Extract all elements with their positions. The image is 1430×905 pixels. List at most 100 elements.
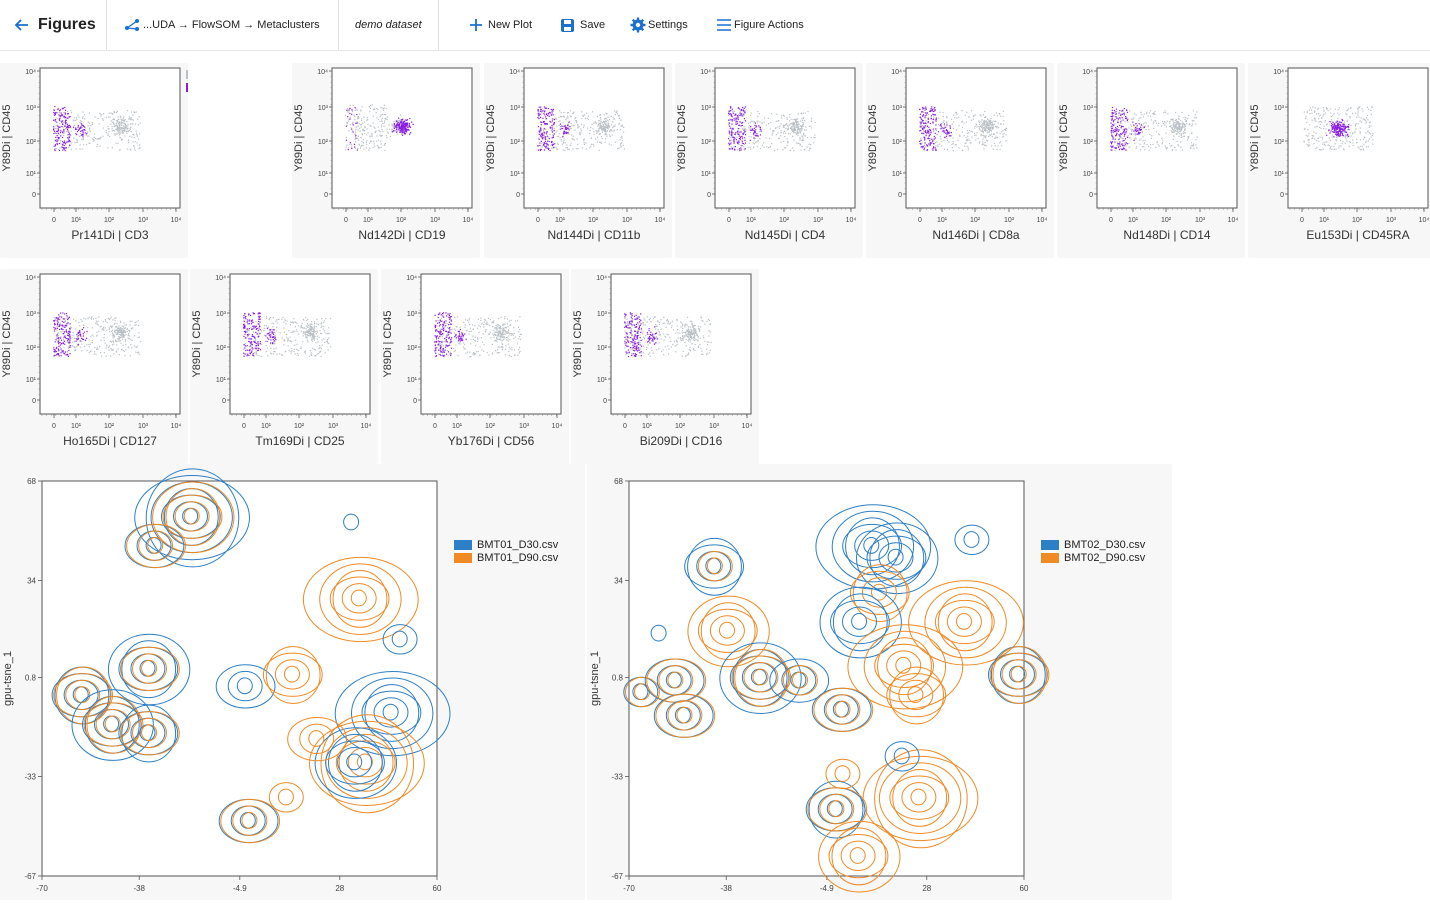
x-tick-label: 10¹ — [261, 423, 272, 430]
y-tick-label: 10⁴ — [406, 275, 417, 282]
y-tick-label: 0 — [1280, 192, 1284, 199]
plot-frame — [611, 274, 751, 414]
settings-label: Settings — [648, 19, 688, 31]
x-tick-label: 10² — [485, 423, 496, 430]
x-tick-label: 60 — [433, 884, 442, 893]
x-tick-label: -4.9 — [233, 884, 247, 893]
x-tick-label: 10² — [104, 423, 115, 430]
y-tick-label: 10⁴ — [1082, 69, 1093, 76]
plot-frame — [1097, 68, 1237, 208]
y-tick-label: 10¹ — [701, 171, 712, 178]
x-tick-label: 0 — [52, 217, 56, 224]
menu-icon — [716, 18, 732, 32]
plus-icon — [469, 18, 483, 32]
x-tick-label: 10² — [104, 217, 115, 224]
figure-actions-label: Figure Actions — [734, 19, 804, 31]
y-tick-label: 0 — [898, 192, 902, 199]
x-tick-label: -38 — [720, 884, 732, 893]
x-tick-label: -38 — [133, 884, 145, 893]
y-tick-label: 68 — [27, 477, 36, 486]
figure-canvas: 10⁴ 10³ 10² 10¹ 0 0 10¹ 10² 10³ 10⁴ Pr141Di | CD3 Y… — [0, 51, 1430, 900]
y-axis-label: Y89Di | CD45 — [485, 104, 497, 171]
legend-label-d30: BMT02_D30.csv — [1064, 539, 1146, 551]
x-axis-label: Nd142Di | CD19 — [358, 228, 445, 242]
toolbar-divider — [438, 0, 439, 50]
y-tick-label: 10³ — [701, 105, 712, 112]
x-tick-label: 10³ — [1004, 217, 1015, 224]
x-tick-label: 60 — [1020, 884, 1029, 893]
y-tick-label: 10¹ — [1274, 171, 1285, 178]
x-tick-label: 10² — [779, 217, 790, 224]
legend-swatch-unfiltered — [186, 70, 188, 79]
x-tick-label: 10² — [396, 217, 407, 224]
y-tick-label: 10³ — [26, 105, 37, 112]
x-tick-label: 10⁴ — [742, 423, 753, 430]
x-tick-label: 10² — [294, 423, 305, 430]
x-tick-label: 10¹ — [1128, 217, 1139, 224]
x-axis-label: Nd148Di | CD14 — [1123, 228, 1210, 242]
y-tick-label: 10³ — [892, 105, 903, 112]
back-button[interactable]: Figures — [14, 0, 96, 50]
x-tick-label: 10¹ — [71, 423, 82, 430]
x-tick-label: 28 — [335, 884, 344, 893]
y-tick-label: 10¹ — [1083, 171, 1094, 178]
x-tick-label: 10³ — [1386, 217, 1397, 224]
page-title: Figures — [38, 16, 96, 34]
y-tick-label: 10³ — [510, 105, 521, 112]
y-axis-label: Y89Di | CD45 — [191, 310, 203, 377]
plot-frame — [629, 481, 1024, 876]
y-axis-label: Y89Di | CD45 — [572, 310, 584, 377]
y-axis-label: Y89Di | CD45 — [1249, 104, 1261, 171]
y-tick-label: 10³ — [318, 105, 329, 112]
y-tick-label: -67 — [24, 872, 36, 881]
y-axis-label: Y89Di | CD45 — [382, 310, 394, 377]
legend-swatch-d90 — [454, 553, 472, 563]
branch-icon — [124, 18, 140, 32]
x-axis-label: Pr141Di | CD3 — [71, 228, 148, 242]
x-tick-label: 10³ — [138, 217, 149, 224]
plot-frame — [1288, 68, 1428, 208]
x-tick-label: 10¹ — [1319, 217, 1330, 224]
figure-actions-button[interactable]: Figure Actions — [716, 0, 804, 50]
y-axis-label: Y89Di | CD45 — [1058, 104, 1070, 171]
x-tick-label: 10¹ — [746, 217, 757, 224]
x-tick-label: 0 — [1300, 217, 1304, 224]
y-tick-label: 0 — [516, 192, 520, 199]
y-tick-label: 10² — [216, 345, 227, 352]
new-plot-button[interactable]: New Plot — [469, 0, 532, 50]
y-axis-label: gpu-tsne_1 — [589, 651, 601, 706]
y-tick-label: 10³ — [1274, 105, 1285, 112]
x-tick-label: 0 — [623, 423, 627, 430]
dataset-label[interactable]: demo dataset — [355, 0, 422, 50]
y-tick-label: 10² — [892, 139, 903, 146]
y-tick-label: 0 — [222, 398, 226, 405]
settings-button[interactable]: Settings — [630, 0, 688, 50]
x-tick-label: 10¹ — [937, 217, 948, 224]
breadcrumb[interactable]: ...UDA → FlowSOM → Metaclusters — [124, 0, 320, 50]
y-tick-label: 10³ — [1083, 105, 1094, 112]
y-axis-label: Y89Di | CD45 — [293, 104, 305, 171]
save-button[interactable]: Save — [560, 0, 605, 50]
x-axis-label: Yb176Di | CD56 — [448, 434, 535, 448]
y-tick-label: 10⁴ — [215, 275, 226, 282]
y-tick-label: 10¹ — [597, 377, 608, 384]
x-axis-label: Nd146Di | CD8a — [932, 228, 1019, 242]
x-tick-label: 10⁴ — [171, 423, 182, 430]
plot-frame — [906, 68, 1046, 208]
x-axis-label: Eu153Di | CD45RA — [1306, 228, 1409, 242]
x-tick-label: -70 — [623, 884, 635, 893]
